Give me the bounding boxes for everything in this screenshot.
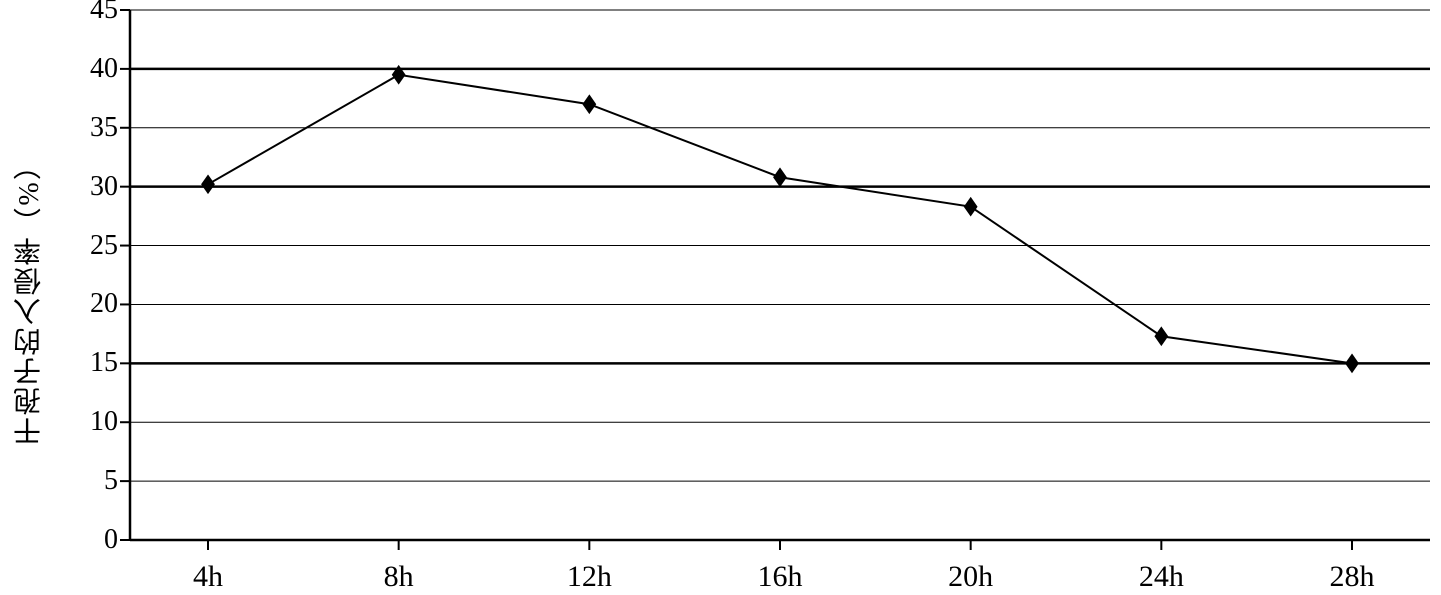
x-tick-label: 28h bbox=[1330, 560, 1375, 594]
y-tick-label: 15 bbox=[90, 347, 118, 379]
y-tick-label: 20 bbox=[90, 288, 118, 320]
x-tick-label: 12h bbox=[567, 560, 612, 594]
y-tick-label: 45 bbox=[90, 0, 118, 26]
y-tick-label: 0 bbox=[104, 524, 118, 556]
chart-svg bbox=[0, 0, 1441, 595]
y-tick-label: 5 bbox=[104, 465, 118, 497]
x-tick-label: 20h bbox=[948, 560, 993, 594]
y-tick-label: 30 bbox=[90, 171, 118, 203]
y-tick-label: 40 bbox=[90, 53, 118, 85]
chart-container: 干孢子的入侵率（%） 051015202530354045 4h8h12h16h… bbox=[0, 0, 1441, 595]
x-tick-label: 4h bbox=[193, 560, 223, 594]
x-tick-label: 24h bbox=[1139, 560, 1184, 594]
y-tick-label: 35 bbox=[90, 112, 118, 144]
x-tick-label: 16h bbox=[758, 560, 803, 594]
y-tick-label: 10 bbox=[90, 406, 118, 438]
y-tick-label: 25 bbox=[90, 230, 118, 262]
x-tick-label: 8h bbox=[384, 560, 414, 594]
